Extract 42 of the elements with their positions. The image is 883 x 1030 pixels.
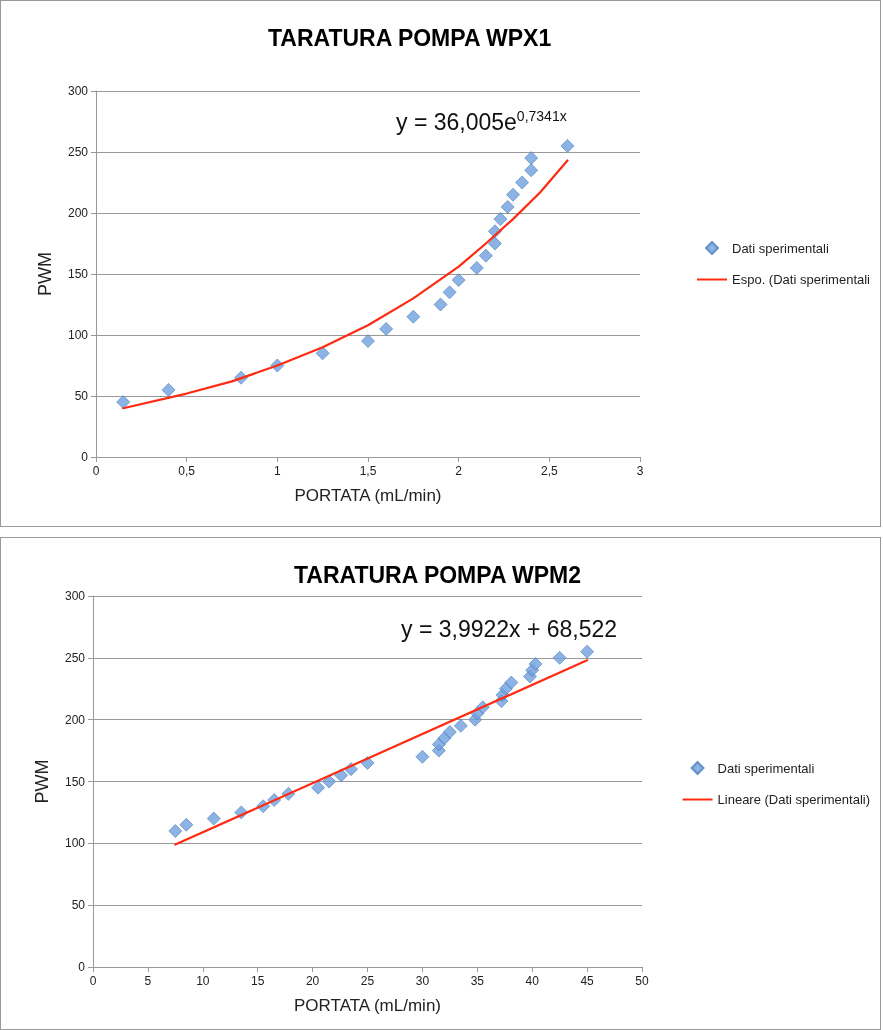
y-tick-label: 250: [64, 650, 86, 665]
legend-label: Espo. (Dati sperimentali: [732, 272, 871, 287]
y-tick-label: 200: [67, 206, 89, 220]
x-axis-title: PORTATA (mL/min): [294, 486, 442, 505]
x-tick-label: 35: [470, 974, 485, 988]
x-tick-label: 2: [455, 464, 463, 478]
y-tick-label: 300: [67, 84, 89, 98]
x-tick-label: 5: [144, 974, 152, 988]
y-tick-label: 150: [64, 774, 86, 789]
x-tick-label: 25: [360, 974, 375, 988]
annotation: y = 3,9922x + 68,522: [401, 615, 618, 642]
x-tick-label: 0: [92, 464, 100, 478]
x-tick-label: 40: [525, 974, 540, 988]
y-axis-title: PWM: [35, 252, 55, 296]
x-tick-label: 45: [580, 974, 595, 988]
legend-label: Lineare (Dati sperimentali): [717, 792, 870, 807]
x-tick-label: 30: [415, 974, 430, 988]
y-tick-label: 0: [81, 450, 89, 464]
x-axis-title: PORTATA (mL/min): [293, 996, 442, 1015]
y-tick-label: 50: [71, 898, 86, 913]
x-tick-label: 3: [636, 464, 644, 478]
y-tick-label: 100: [64, 836, 86, 851]
x-tick-label: 10: [196, 974, 210, 988]
x-tick-label: 2,5: [540, 464, 558, 478]
x-tick-label: 15: [251, 974, 265, 988]
y-tick-label: 200: [64, 712, 86, 727]
legend-label: Dati sperimentali: [732, 240, 829, 256]
y-tick-label: 0: [78, 960, 86, 974]
chart-title: TARATURA POMPA WPX1: [268, 24, 552, 51]
y-tick-label: 100: [67, 328, 89, 342]
chart-title: TARATURA POMPA WPM2: [294, 561, 582, 588]
y-tick-label: 50: [74, 389, 89, 403]
y-tick-label: 250: [67, 145, 89, 159]
legend-label: Dati sperimentali: [717, 760, 815, 776]
x-tick-label: 1,5: [359, 464, 377, 478]
x-tick-label: 0,5: [178, 464, 196, 478]
y-tick-label: 150: [67, 267, 89, 281]
x-tick-label: 50: [635, 974, 649, 988]
y-tick-label: 300: [64, 589, 86, 603]
x-tick-label: 20: [305, 974, 320, 988]
y-axis-title: PWM: [32, 759, 52, 804]
x-tick-label: 1: [273, 464, 281, 478]
